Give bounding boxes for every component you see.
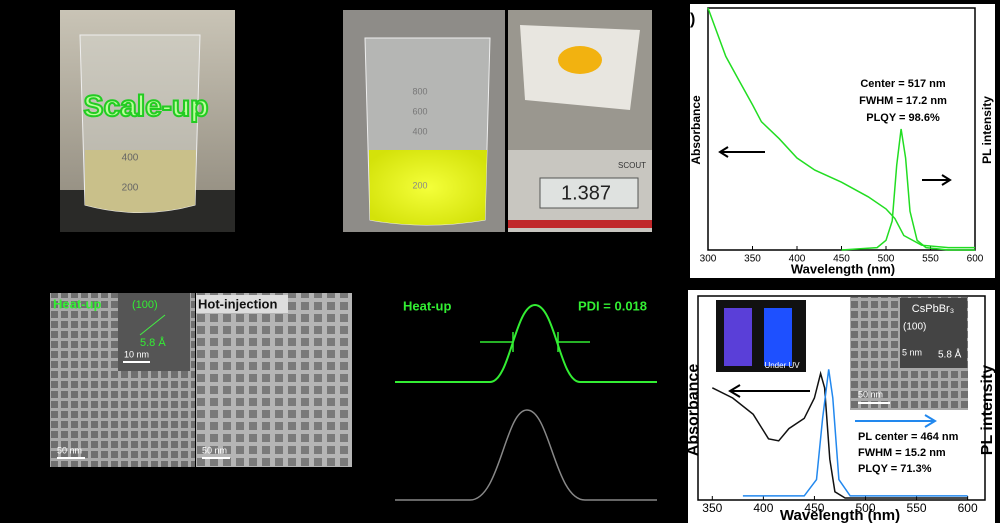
x-tick-label: 450 bbox=[833, 254, 850, 265]
x-tick-label: 600 bbox=[958, 501, 978, 515]
arrow bbox=[718, 146, 765, 158]
spectrum-line bbox=[707, 7, 975, 249]
tem-images: Heat-up (100) 5.8 Å 10 nm Hot-injection … bbox=[50, 293, 352, 467]
beaker-mark: 400 bbox=[122, 153, 139, 164]
annotation: PLQY = 98.6% bbox=[866, 112, 940, 124]
x-tick-label: 400 bbox=[753, 501, 773, 515]
annotation: PL center = 464 nm bbox=[858, 431, 959, 443]
photo-beaker-b: 800 600 400 200 bbox=[343, 10, 505, 232]
x-tick-label: 550 bbox=[907, 501, 927, 515]
tem-label: Hot-injection bbox=[198, 296, 277, 311]
beaker-mark: 400 bbox=[412, 126, 427, 136]
x-tick-label: 550 bbox=[922, 254, 939, 265]
x-tick-label: 400 bbox=[789, 254, 806, 265]
y-axis-label: Absorbance bbox=[689, 95, 703, 165]
x-tick-label: 350 bbox=[744, 254, 761, 265]
tem-label: Heat-up bbox=[53, 296, 101, 311]
beaker-mark: 200 bbox=[412, 180, 427, 190]
scale-display: 1.387 bbox=[561, 182, 611, 204]
scale-bar-label: 50 nm bbox=[202, 445, 227, 455]
spectrum-line bbox=[742, 369, 968, 497]
spectrum-bottom: ) Under UV CsPbBr₃ (100) 5 nm 5.8 Å 50 n… bbox=[682, 295, 996, 523]
scale-brand: SCOUT bbox=[618, 161, 646, 170]
annotation: FWHM = 15.2 nm bbox=[858, 447, 946, 459]
x-tick-label: 500 bbox=[878, 254, 895, 265]
x-tick-label: 450 bbox=[804, 501, 824, 515]
tem-label: 5.8 Å bbox=[140, 336, 166, 349]
compound-label: CsPbBr₃ bbox=[912, 303, 954, 315]
photo-beaker-a: 400 200 Scale-up bbox=[60, 10, 235, 232]
scale-bar-label: 10 nm bbox=[124, 349, 149, 359]
x-tick-label: 600 bbox=[967, 254, 984, 265]
plot-frame bbox=[697, 295, 986, 501]
spectrum-line bbox=[711, 370, 968, 499]
x-tick-label: 350 bbox=[702, 501, 722, 515]
panel-label: ) bbox=[690, 11, 695, 28]
dist-label: Heat-up bbox=[403, 298, 451, 313]
x-tick-label: 500 bbox=[855, 501, 875, 515]
arrow bbox=[922, 174, 952, 186]
beaker-mark: 600 bbox=[412, 106, 427, 116]
lattice-line bbox=[139, 314, 166, 336]
annotation: FWHM = 17.2 nm bbox=[859, 95, 947, 107]
x-tick-label: 300 bbox=[700, 254, 717, 265]
spacing-label: 5.8 Å bbox=[938, 348, 962, 361]
y-axis-label: Absorbance bbox=[685, 364, 702, 457]
spectrum-top: ) Wavelength (nm) Absorbance PL intensit… bbox=[689, 7, 994, 276]
annotation: PLQY = 71.3% bbox=[858, 463, 932, 475]
scale-bar-label: 5 nm bbox=[902, 347, 922, 357]
tem-label: (100) bbox=[132, 299, 158, 311]
y-axis-label: PL intensity bbox=[979, 365, 996, 455]
photo-scale: SCOUT 1.387 bbox=[508, 10, 652, 232]
panel-bg bbox=[690, 4, 995, 278]
size-distribution: Heat-up PDI = 0.018 bbox=[395, 298, 657, 501]
panel-label: ) bbox=[682, 296, 687, 313]
beaker-mark: 200 bbox=[122, 183, 139, 194]
scale-bar-label: 50 nm bbox=[57, 445, 82, 455]
dist-label: PDI = 0.018 bbox=[578, 298, 647, 313]
uv-label: Under UV bbox=[764, 361, 800, 370]
scale-up-label: Scale-up bbox=[83, 90, 208, 123]
x-axis-label: Wavelength (nm) bbox=[791, 261, 895, 276]
scale-bar-label: 50 nm bbox=[858, 389, 883, 399]
x-axis-label: Wavelength (nm) bbox=[780, 507, 900, 523]
y-axis-label: PL intensity bbox=[980, 96, 994, 164]
beaker-mark: 800 bbox=[412, 86, 427, 96]
spectrum-line bbox=[841, 128, 975, 251]
annotation: Center = 517 nm bbox=[860, 78, 946, 90]
plane-label: (100) bbox=[903, 322, 926, 333]
